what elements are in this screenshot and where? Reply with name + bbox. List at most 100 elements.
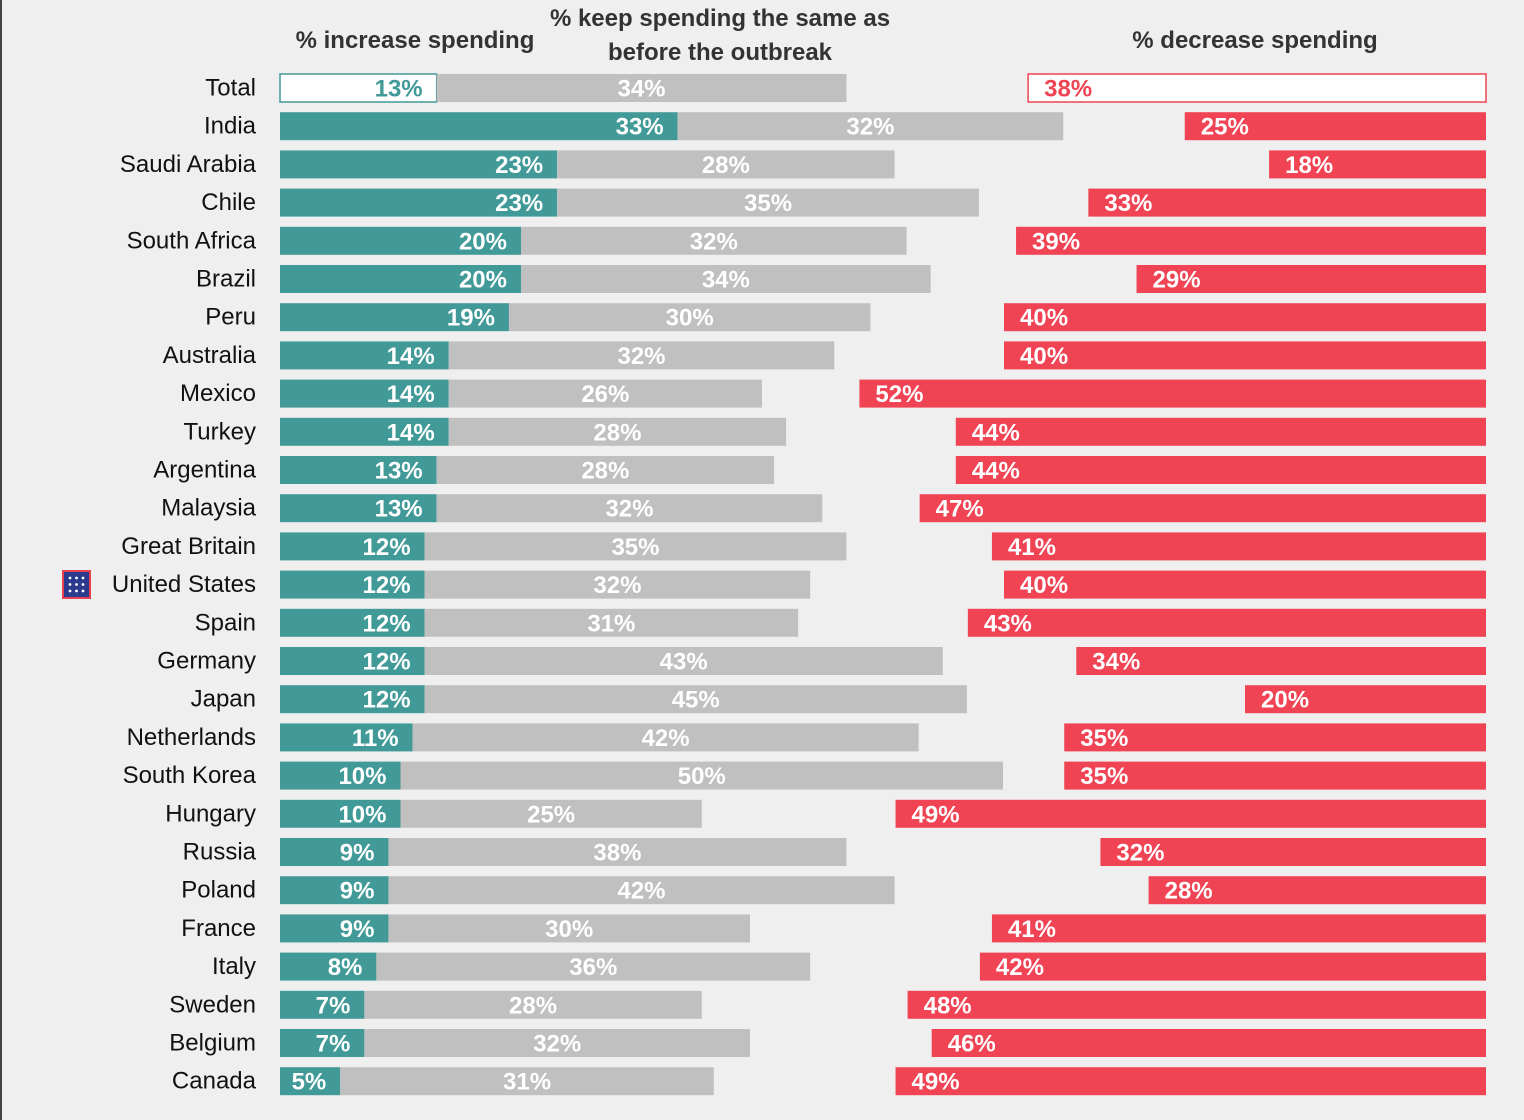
value-label: 14% <box>387 343 435 370</box>
value-label: 33% <box>616 114 664 141</box>
value-label: 30% <box>545 916 593 943</box>
category-label: Poland <box>181 877 256 904</box>
value-label: 28% <box>1165 878 1213 905</box>
value-label: 7% <box>316 992 351 1019</box>
category-label: Great Britain <box>121 533 256 560</box>
bar-decrease <box>859 379 1486 408</box>
bar-same <box>521 226 907 255</box>
value-label: 45% <box>672 687 720 714</box>
bar-increase <box>280 761 401 790</box>
category-label: Spain <box>195 609 256 636</box>
value-label: 12% <box>363 534 411 561</box>
bar-increase <box>280 188 558 217</box>
header-increase: % increase spending <box>295 27 535 54</box>
value-label: 40% <box>1020 572 1068 599</box>
category-label: South Korea <box>123 762 257 789</box>
bar-same <box>340 1067 714 1096</box>
bar-increase <box>280 1029 365 1057</box>
category-label: Hungary <box>165 800 256 827</box>
bar-same <box>521 265 931 293</box>
value-label: 35% <box>744 190 792 217</box>
category-label: Canada <box>172 1068 257 1095</box>
value-label: 48% <box>924 992 972 1019</box>
category-label: Peru <box>205 304 256 331</box>
bar-decrease <box>955 456 1486 484</box>
bar-same <box>388 838 847 866</box>
value-label: 32% <box>1116 840 1164 867</box>
value-label: 29% <box>1153 267 1201 294</box>
bar-decrease <box>1004 341 1486 370</box>
value-label: 40% <box>1020 305 1068 332</box>
value-label: 32% <box>846 114 894 141</box>
bar-decrease <box>907 990 1486 1019</box>
bar-increase <box>280 570 425 599</box>
bar-increase <box>280 876 389 905</box>
bar-decrease <box>1064 723 1486 752</box>
category-label: Japan <box>191 686 256 713</box>
value-label: 12% <box>363 649 411 676</box>
value-label: 13% <box>375 458 423 485</box>
category-label: Italy <box>212 953 256 980</box>
value-label: 33% <box>1104 190 1152 217</box>
value-label: 7% <box>316 1031 351 1058</box>
bar-increase <box>280 150 558 179</box>
bar-decrease <box>1064 761 1486 790</box>
category-label: Sweden <box>169 991 256 1018</box>
bar-increase <box>280 265 521 293</box>
category-label: France <box>181 915 256 942</box>
value-label: 31% <box>587 610 635 637</box>
category-label: Malaysia <box>161 495 256 522</box>
bar-same <box>436 456 775 484</box>
bar-same <box>677 112 1064 141</box>
value-label: 32% <box>533 1031 581 1058</box>
bar-increase <box>280 723 413 752</box>
value-label: 28% <box>702 152 750 179</box>
bar-decrease <box>1148 876 1486 905</box>
bar-decrease <box>979 952 1486 981</box>
bar-decrease <box>931 1029 1486 1057</box>
value-label: 41% <box>1008 534 1056 561</box>
value-label: 49% <box>912 801 960 828</box>
bar-same <box>376 952 811 981</box>
value-label: 41% <box>1008 916 1056 943</box>
bar-increase <box>280 914 389 943</box>
value-label: 32% <box>605 496 653 523</box>
value-label: 42% <box>642 725 690 752</box>
bar-increase <box>280 990 365 1019</box>
value-label: 38% <box>1044 76 1092 103</box>
bar-same <box>448 341 835 370</box>
bar-same <box>388 914 750 943</box>
value-label: 47% <box>936 496 984 523</box>
bar-same <box>388 876 895 905</box>
bar-same <box>436 74 847 102</box>
bar-same <box>400 799 702 828</box>
category-label: Belgium <box>169 1030 256 1057</box>
bar-increase <box>280 456 437 484</box>
value-label: 8% <box>328 954 363 981</box>
bar-same <box>508 303 871 332</box>
bar-decrease <box>919 494 1486 523</box>
value-label: 19% <box>447 305 495 332</box>
value-label: 35% <box>611 534 659 561</box>
value-label: 23% <box>495 190 543 217</box>
bar-increase <box>280 303 509 332</box>
bar-decrease <box>1004 303 1486 332</box>
value-label: 20% <box>1261 687 1309 714</box>
bar-decrease <box>1100 838 1486 866</box>
value-label: 44% <box>972 419 1020 446</box>
bar-increase <box>280 608 425 637</box>
bar-decrease <box>1245 685 1486 714</box>
value-label: 10% <box>338 763 386 790</box>
value-label: 35% <box>1080 725 1128 752</box>
category-label: Turkey <box>184 418 256 445</box>
bar-same <box>448 379 762 408</box>
bar-same <box>424 647 943 675</box>
value-label: 32% <box>617 343 665 370</box>
bar-decrease <box>967 608 1486 637</box>
value-label: 28% <box>509 992 557 1019</box>
value-label: 14% <box>387 381 435 408</box>
bar-increase <box>280 226 521 255</box>
value-label: 43% <box>984 610 1032 637</box>
header-same: % keep spending the same as before the o… <box>549 5 891 66</box>
